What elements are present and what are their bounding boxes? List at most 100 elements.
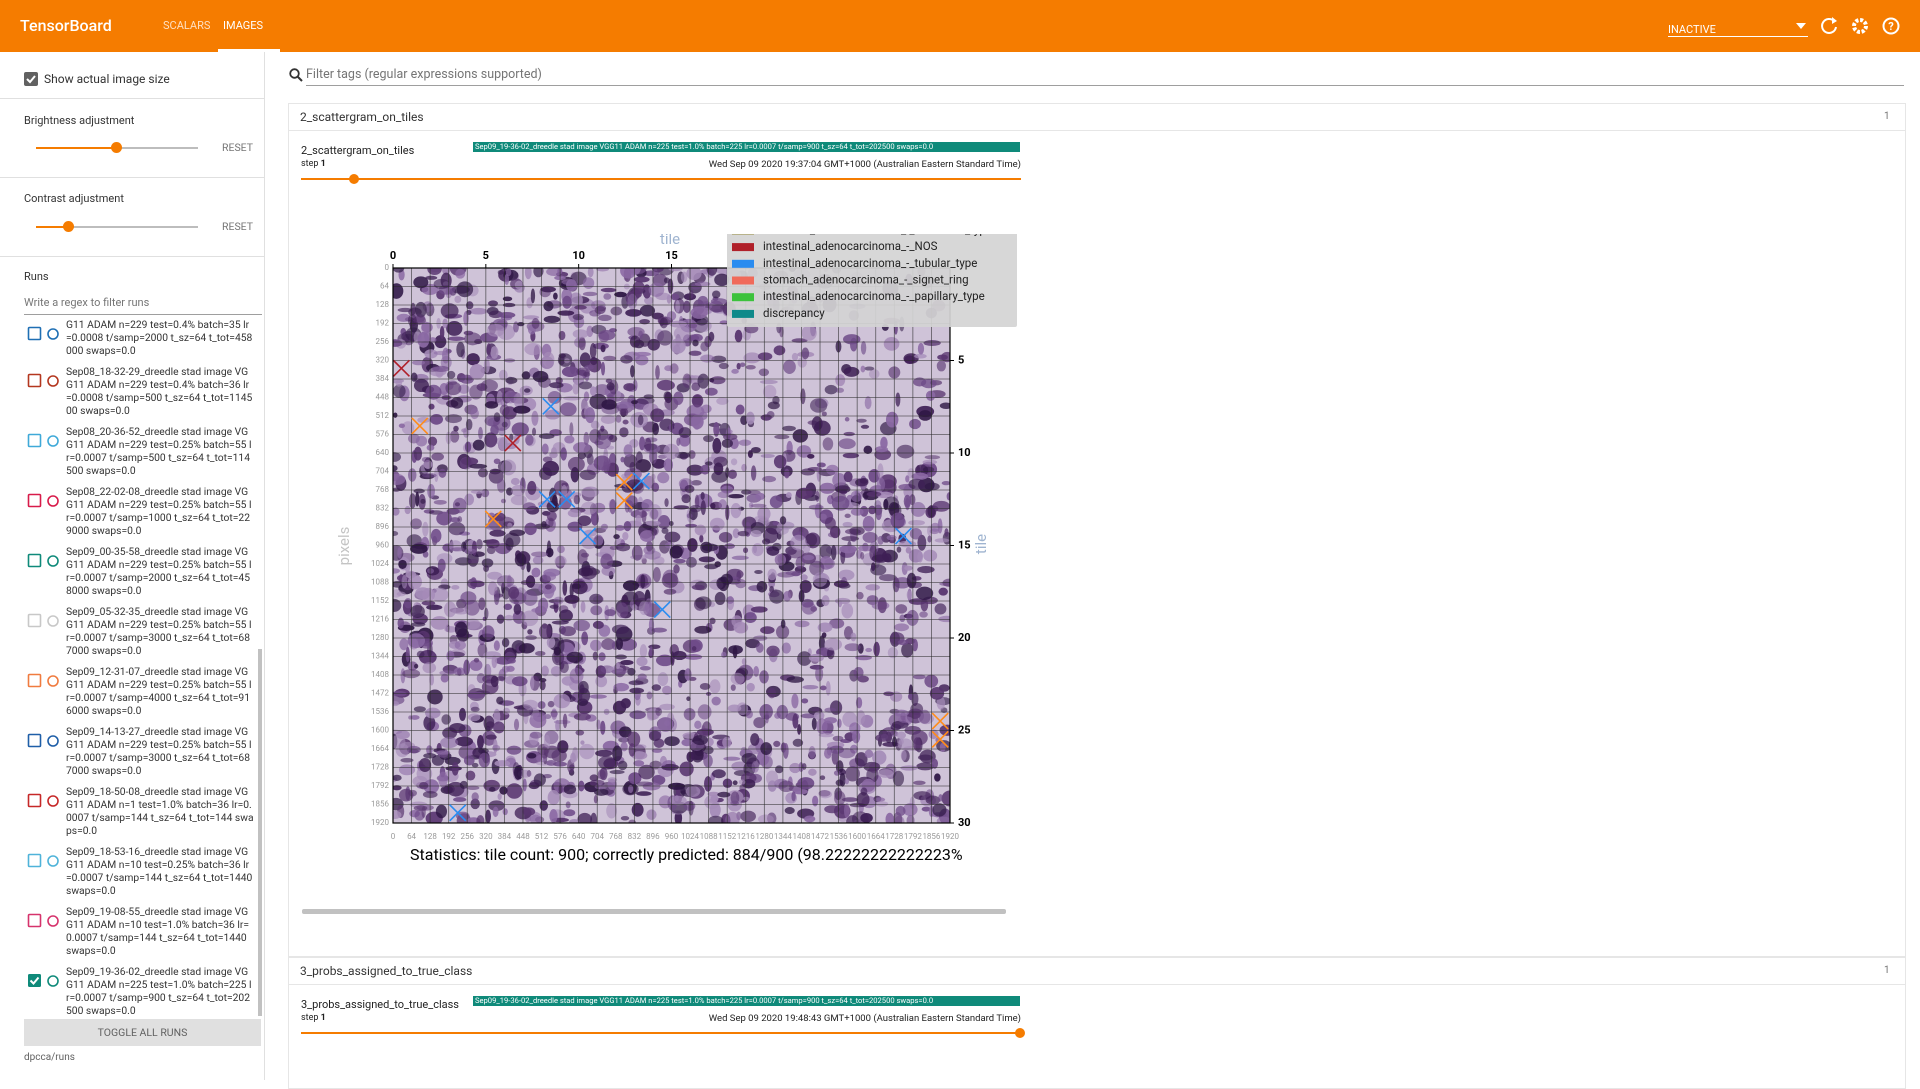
- left-pixel-tick: 1024: [371, 559, 389, 568]
- cell: [901, 750, 907, 761]
- right-axis-label: tile: [972, 534, 990, 554]
- h-scrollbar: [302, 909, 1006, 914]
- settings-icon[interactable]: [1854, 20, 1866, 32]
- cell: [751, 530, 762, 537]
- run-checkbox[interactable]: [27, 733, 67, 749]
- cell: [834, 770, 841, 775]
- cell: [606, 803, 617, 818]
- cell: [477, 735, 484, 749]
- cell: [861, 341, 866, 355]
- step-value: 1: [321, 1013, 326, 1023]
- cell: [795, 621, 810, 628]
- cell: [810, 398, 827, 413]
- cell: [792, 353, 798, 361]
- cell: [621, 816, 629, 820]
- cell: [469, 464, 487, 469]
- run-checkbox[interactable]: [27, 913, 67, 929]
- runs-filter[interactable]: Write a regex to filter runs: [24, 296, 262, 315]
- run-checkbox[interactable]: [27, 973, 67, 989]
- cell: [459, 708, 466, 721]
- run-checkbox[interactable]: [27, 493, 67, 509]
- run-checkbox[interactable]: [27, 433, 67, 449]
- cell: [493, 807, 499, 817]
- cell: [873, 642, 879, 657]
- cell: [648, 504, 661, 520]
- tag-filter[interactable]: Filter tags (regular expressions support…: [306, 67, 1904, 86]
- reload-icon[interactable]: [1822, 17, 1837, 33]
- cell: [604, 609, 615, 616]
- cell: [634, 276, 650, 282]
- cell: [766, 646, 779, 657]
- help-icon[interactable]: ?: [1884, 19, 1899, 34]
- reset-button[interactable]: RESET: [222, 220, 253, 233]
- cell: [623, 420, 629, 425]
- cell: [658, 672, 669, 686]
- cell: [513, 406, 530, 414]
- run-row: Sep09_19-36-02_dreedle stad image VGG11 …: [0, 965, 262, 1018]
- reset-button[interactable]: RESET: [222, 141, 253, 154]
- slider-track[interactable]: [36, 147, 198, 149]
- cell: [684, 654, 702, 660]
- cell: [875, 734, 892, 742]
- cell: [642, 509, 647, 523]
- left-pixel-tick: 1920: [371, 818, 389, 827]
- section-title[interactable]: 3_probs_assigned_to_true_class: [300, 964, 472, 978]
- cell: [527, 753, 536, 759]
- run-checkbox[interactable]: [27, 793, 67, 809]
- checkbox[interactable]: [24, 72, 38, 86]
- runs-list: G11 ADAM n=229 test=0.4% batch=35 lr=0.0…: [0, 318, 262, 1018]
- cell: [523, 700, 539, 710]
- cell: [700, 355, 714, 363]
- run-color: [48, 916, 58, 926]
- cell: [897, 547, 902, 553]
- cell: [737, 363, 741, 370]
- status-dropdown[interactable]: INACTIVE: [1668, 18, 1808, 37]
- cell: [659, 704, 674, 710]
- cell: [689, 351, 702, 356]
- cell: [405, 571, 416, 579]
- run-checkbox[interactable]: [27, 853, 67, 869]
- cell: [651, 628, 667, 633]
- cell: [747, 683, 755, 692]
- left-pixel-tick: 1664: [371, 744, 389, 753]
- cell: [673, 651, 687, 660]
- cell: [714, 463, 724, 476]
- right-tick-label: 5: [958, 353, 964, 366]
- cell: [572, 583, 581, 589]
- run-color: [48, 796, 58, 806]
- cell: [836, 388, 844, 393]
- cell: [438, 559, 446, 573]
- cell: [692, 395, 701, 408]
- check-box: [29, 855, 41, 867]
- section-title[interactable]: 2_scattergram_on_tiles: [300, 110, 424, 124]
- cell: [913, 781, 925, 785]
- cell: [527, 629, 532, 634]
- cell: [414, 706, 426, 712]
- cell: [548, 701, 555, 707]
- step-slider[interactable]: [301, 1032, 1021, 1034]
- cell: [623, 580, 639, 591]
- cell: [736, 571, 741, 582]
- cell: [530, 732, 543, 739]
- cell: [593, 455, 610, 470]
- cell: [627, 732, 640, 748]
- step-slider[interactable]: [301, 178, 1021, 180]
- run-checkbox[interactable]: [27, 673, 67, 689]
- run-checkbox[interactable]: [27, 553, 67, 569]
- check-box: [29, 435, 41, 447]
- run-checkbox[interactable]: [27, 373, 67, 389]
- cell: [760, 380, 778, 384]
- tab[interactable]: IMAGES: [223, 19, 263, 32]
- cell: [886, 412, 898, 428]
- slider-track[interactable]: [36, 226, 198, 228]
- cell: [478, 597, 485, 610]
- run-checkbox[interactable]: [27, 613, 67, 629]
- cell: [584, 365, 594, 370]
- toggle-all-button[interactable]: TOGGLE ALL RUNS: [24, 1019, 261, 1046]
- cell: [470, 364, 485, 380]
- tab[interactable]: SCALARS: [163, 19, 210, 32]
- run-checkbox[interactable]: [27, 326, 67, 342]
